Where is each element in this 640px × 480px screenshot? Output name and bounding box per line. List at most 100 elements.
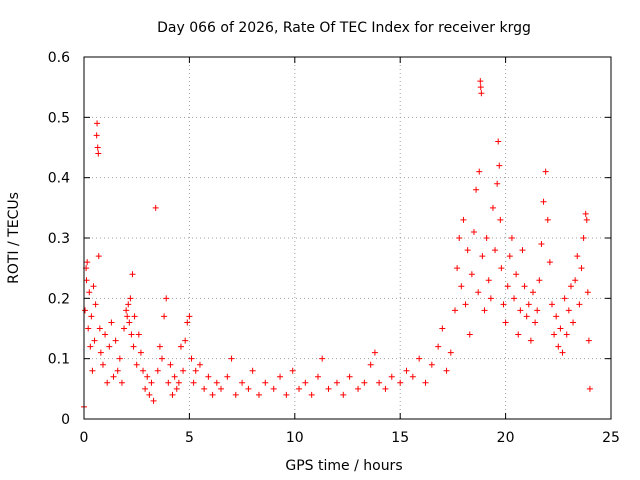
data-point (177, 343, 184, 350)
data-point (508, 235, 515, 241)
data-point (532, 319, 539, 326)
data-point (186, 313, 193, 320)
data-point (565, 307, 572, 314)
data-point (572, 277, 579, 284)
data-point (416, 355, 423, 362)
data-point (277, 373, 284, 380)
data-point (548, 301, 555, 308)
data-point (319, 355, 326, 362)
data-point (148, 379, 155, 386)
data-point (121, 325, 128, 332)
data-point (108, 319, 115, 326)
data-point (525, 301, 532, 308)
data-point (110, 373, 117, 380)
data-point (154, 367, 161, 374)
data-point (131, 313, 138, 320)
data-point (513, 271, 520, 278)
data-point (224, 373, 231, 380)
data-point (570, 319, 577, 326)
y-tick-label: 0.1 (48, 352, 70, 368)
data-point (135, 331, 142, 338)
data-point (495, 138, 502, 145)
data-point (88, 313, 95, 320)
x-axis-label: GPS time / hours (285, 458, 402, 474)
data-point (83, 277, 90, 284)
data-point (94, 120, 101, 127)
data-point (175, 379, 182, 386)
data-point (102, 331, 109, 338)
data-point (527, 337, 534, 344)
data-point (129, 271, 136, 278)
data-point (94, 144, 101, 151)
x-tick-labels: 0 5 10 15 20 25 (80, 430, 620, 446)
data-point (478, 90, 485, 97)
data-point (494, 180, 501, 187)
data-point (468, 271, 475, 278)
data-point (213, 379, 220, 386)
data-point (314, 373, 321, 380)
grid-lines (84, 57, 611, 419)
data-point (585, 337, 592, 344)
data-point (464, 247, 471, 254)
data-point (296, 385, 303, 392)
data-point (127, 295, 134, 302)
data-point (456, 235, 463, 241)
data-point (555, 343, 562, 350)
data-point (447, 349, 454, 356)
x-tick-label: 10 (286, 430, 304, 446)
data-point (567, 283, 574, 290)
data-point (104, 379, 111, 386)
y-tick-label: 0.4 (48, 171, 70, 187)
data-point (126, 319, 133, 326)
data-point (502, 319, 509, 326)
data-point (128, 331, 135, 338)
x-tick-label: 20 (497, 430, 515, 446)
data-point (496, 162, 503, 169)
data-point (492, 247, 499, 254)
data-point (519, 247, 526, 254)
data-point (192, 367, 199, 374)
data-point (542, 168, 549, 175)
data-point (142, 385, 149, 392)
data-point (388, 373, 395, 380)
data-point (171, 373, 178, 380)
y-tick-label: 0 (61, 412, 70, 428)
data-point (540, 198, 547, 205)
data-point (112, 337, 119, 344)
data-point (584, 289, 591, 296)
data-point (167, 361, 174, 368)
data-point (458, 283, 465, 290)
data-point (218, 385, 225, 392)
data-point (475, 289, 482, 296)
data-point (346, 373, 353, 380)
data-point (114, 367, 121, 374)
y-axis-label: ROTI / TECUs (6, 192, 22, 284)
y-tick-label: 0.2 (48, 291, 70, 307)
data-point (85, 325, 92, 332)
data-point (184, 319, 191, 326)
data-point (130, 343, 137, 350)
data-point (89, 367, 96, 374)
data-point (333, 379, 340, 386)
data-point (156, 343, 163, 350)
axis-ticks (83, 56, 612, 420)
data-point (506, 253, 513, 260)
data-point (163, 295, 170, 302)
data-point (87, 343, 94, 350)
y-tick-labels: 0 0.1 0.2 0.3 0.4 0.5 0.6 (48, 50, 70, 428)
data-point (361, 379, 368, 386)
data-point (546, 259, 553, 266)
data-point (95, 253, 102, 260)
data-point (165, 379, 172, 386)
data-point (583, 216, 590, 223)
data-point (228, 355, 235, 362)
data-point (125, 301, 132, 308)
data-point (289, 367, 296, 374)
data-point (487, 295, 494, 302)
data-point (95, 150, 102, 157)
data-point (515, 331, 522, 338)
plot-frame (83, 56, 612, 420)
data-point (96, 325, 103, 332)
data-point (462, 301, 469, 308)
